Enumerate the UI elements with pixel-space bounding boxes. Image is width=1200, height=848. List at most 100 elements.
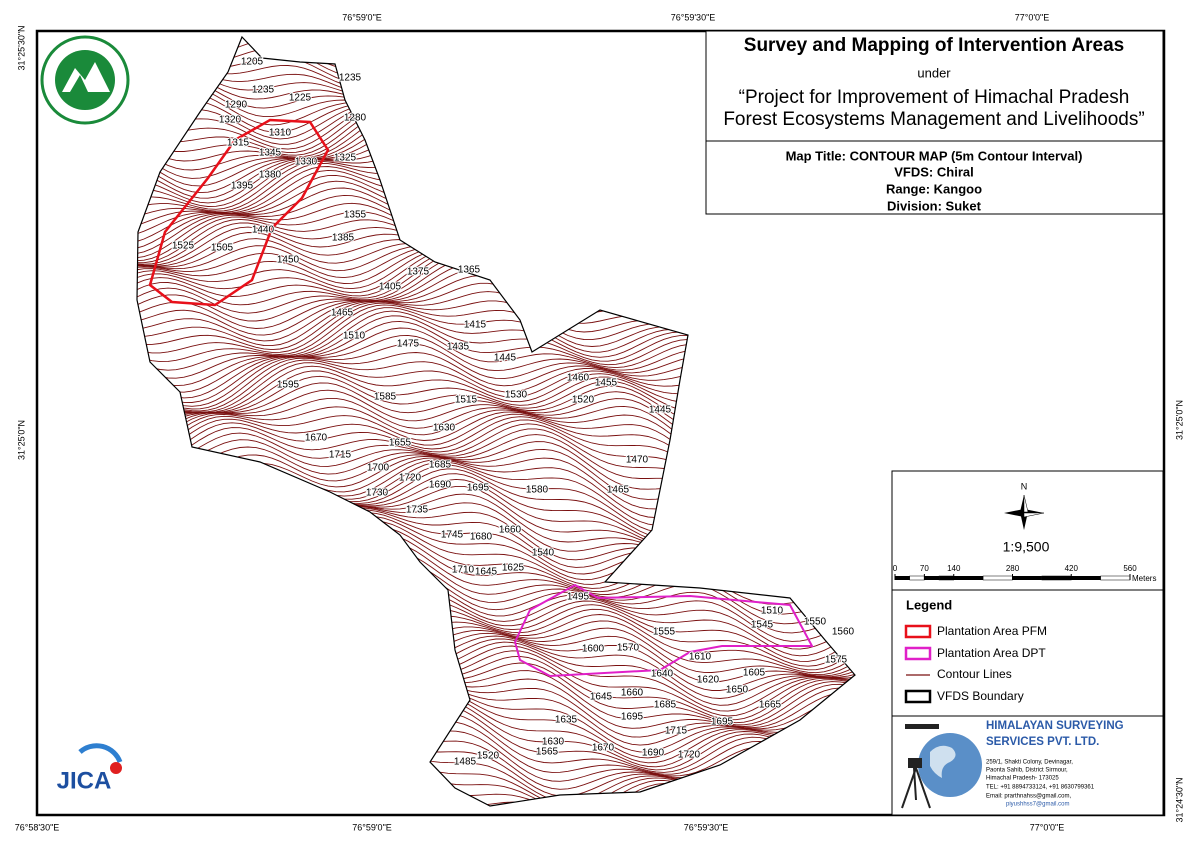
contour-label: 1235 [252,85,275,96]
contour-label: 1605 [743,668,766,679]
scale-segment [1041,575,1072,581]
contour-label: 1405 [379,282,402,293]
coord-label: 77°0'0"E [1015,12,1050,22]
contour-label: 1235 [339,73,362,84]
coord-label: 77°0'0"E [1030,822,1065,832]
contour-label: 1330 [295,157,318,168]
scale-segment [909,575,925,581]
contour-labels: 1205 1235 1225 1235 1280 1290 1320 1315 1310 1345… [171,56,856,769]
contour-label: 1510 [761,606,784,617]
legend-label: VFDS Boundary [937,689,1024,703]
scale-ratio: 1:9,500 [1003,539,1050,555]
contour-label: 1435 [447,342,470,353]
map-title: Map Title: CONTOUR MAP (5m Contour Inter… [786,148,1083,163]
contour-label: 1575 [825,655,848,666]
legend-title: Legend [906,597,952,612]
contour-label: 1465 [607,485,630,496]
scale-label: 140 [947,564,961,573]
contour-label: 1735 [406,505,429,516]
coord-label: 31°25'0"N [1174,400,1184,440]
legend-label: Plantation Area PFM [937,624,1047,638]
contour-label: 1715 [665,726,688,737]
contour-label: 1320 [219,115,242,126]
contour-label: 1695 [467,483,490,494]
scale-label: 280 [1006,564,1020,573]
contour-label: 1595 [277,380,300,391]
scale-label: 420 [1065,564,1079,573]
contour-label: 1695 [711,717,734,728]
scale-segment [1012,576,1042,580]
contour-label: 1570 [617,643,640,654]
contour-label: 1670 [305,433,328,444]
project-name: “Project for Improvement of Himachal Pra… [739,87,1130,108]
contour-label: 1600 [582,644,605,655]
info-box [705,140,1164,215]
contour-label: 1450 [277,255,300,266]
scale-segment [982,575,1013,581]
contour-label: 1205 [241,57,264,68]
contour-label: 1540 [532,548,555,559]
contour-label: 1445 [649,405,672,416]
contour-label: 1395 [231,181,254,192]
contour-label: 1445 [494,353,517,364]
company-logo [901,724,982,809]
coord-label: 76°59'0"E [342,12,382,22]
jica-text: JICA [57,767,112,794]
contour-label: 1560 [832,627,855,638]
scale-label: 70 [920,564,929,573]
contour-label: 1695 [621,712,644,723]
contour-label: 1520 [477,751,500,762]
contour-label: 1665 [759,700,782,711]
legend-symbol [904,646,932,661]
legend-label: Contour Lines [937,667,1012,681]
contour-label: 1640 [651,669,674,680]
north-label: N [1021,481,1028,491]
contour-label: 1620 [697,675,720,686]
company-name: HIMALAYAN SURVEYING [986,720,1124,732]
contour-label: 1655 [389,438,412,449]
contour-label: 1660 [499,525,522,536]
contour-label: 1345 [259,148,282,159]
contour-label: 1355 [344,210,367,221]
contour-label: 1660 [621,688,644,699]
project-name: Forest Ecosystems Management and Livelih… [723,109,1144,130]
contour-label: 1630 [433,423,456,434]
contour-label: 1545 [751,620,774,631]
coord-label: 76°59'30"E [684,822,729,832]
contour-label: 1465 [331,308,354,319]
address-line: 259/1, Shakti Colony, Devinagar, [986,760,1073,766]
range: Range: Kangoo [886,181,982,196]
plantation-pfm [148,118,330,307]
contour-label: 1720 [678,750,701,761]
contour-label: 1310 [269,128,292,139]
legend-label: Plantation Area DPT [937,646,1046,660]
contour-label: 1530 [505,390,528,401]
coord-label: 31°25'30"N [16,25,26,70]
contour-label: 1610 [689,652,712,663]
contour-label: 1680 [470,532,493,543]
contour-label: 1685 [429,460,452,471]
scale-label: 560 [1123,564,1137,573]
contour-label: 1470 [626,455,649,466]
subtitle: under [917,65,951,80]
scale-segment [924,576,940,580]
contour-label: 1520 [572,395,595,406]
title: Survey and Mapping of Intervention Areas [744,35,1124,56]
contour-label: 1555 [653,627,676,638]
contour-label: 1550 [804,617,827,628]
contour-label: 1415 [464,320,487,331]
vfds-boundary [136,35,856,807]
contour-label: 1645 [475,567,498,578]
contour-label: 1225 [289,93,312,104]
scale-segment [953,576,984,580]
address-line: Paonta Sahib, District Sirmour, [986,768,1068,774]
contour-label: 1475 [397,339,420,350]
contour-label: 1365 [458,265,481,276]
contour-label: 1385 [332,233,355,244]
forest-logo [40,35,130,125]
company-name: SERVICES PVT. LTD. [986,736,1099,748]
legend-symbol [904,624,932,639]
contour-label: 1505 [211,243,234,254]
contour-label: 1720 [399,473,422,484]
